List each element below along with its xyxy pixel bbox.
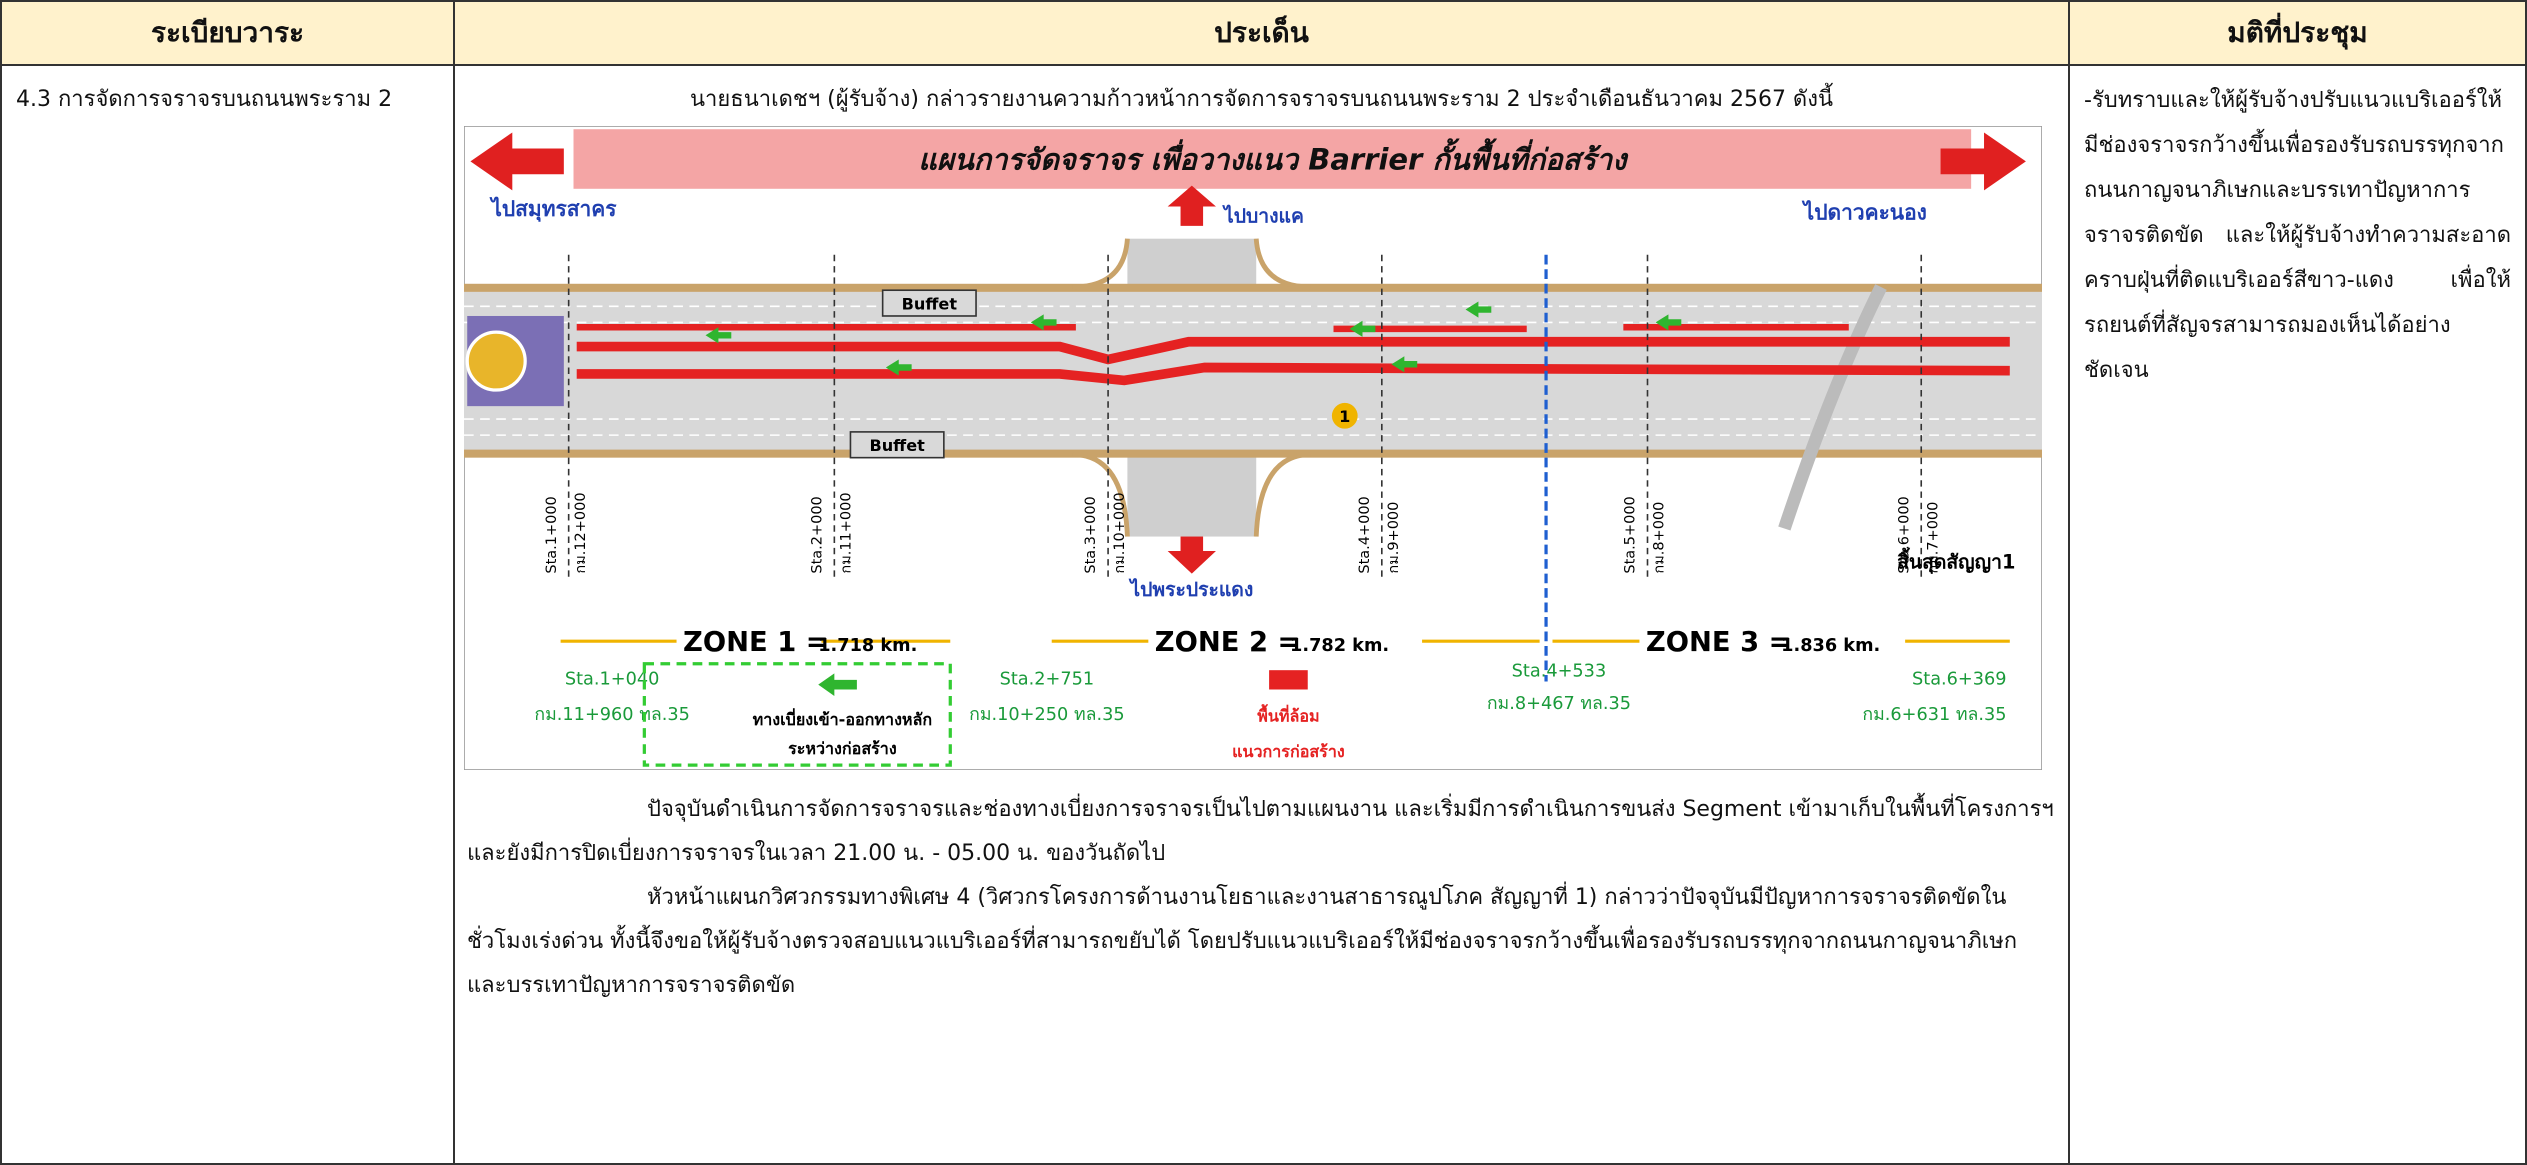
zone-length: 1.782 km. xyxy=(1290,636,1389,656)
chainage-sta: Sta.6+369 xyxy=(1912,670,2007,690)
station-label: กม.9+000 xyxy=(1386,502,1402,574)
station-label: Sta.2+000 xyxy=(809,496,825,573)
direction-label: ไปสมุทรสาคร xyxy=(489,196,617,222)
ramp xyxy=(1253,452,1312,537)
resolution-text: -รับทราบและให้ผู้รับจ้างปรับแนวแบริเออร์… xyxy=(2084,88,2511,383)
ramp xyxy=(1778,284,1887,531)
detour-arrow xyxy=(1465,301,1492,318)
chainage-km: กม.11+960 ทล.35 xyxy=(534,705,689,725)
buffet-label: Buffet xyxy=(902,295,958,314)
issue-paragraph: ปัจจุบันดำเนินการจัดการจราจรและช่องทางเบ… xyxy=(467,797,2054,866)
title-banner xyxy=(573,129,1972,189)
arrow-left xyxy=(470,132,564,191)
chainage-km: กม.6+631 ทล.35 xyxy=(1862,705,2006,725)
detour-arrow xyxy=(1030,314,1057,331)
agenda-cell: 4.3 การจัดการจราจรบนถนนพระราม 2 xyxy=(0,64,455,1165)
zone-length: 1.836 km. xyxy=(1781,636,1880,656)
zone-name: ZONE 2 = xyxy=(1155,627,1301,658)
station-label: กม.11+000 xyxy=(838,492,854,573)
arrow-down xyxy=(1167,531,1216,574)
figure-title: แผนการจัดจราจร เพื่อวางแนว Barrier กั้นพ… xyxy=(918,137,1629,176)
station-label: Sta.6+000 xyxy=(1896,496,1912,573)
station-label: กม.12+000 xyxy=(573,492,589,573)
header-resolution: มติที่ประชุม xyxy=(2227,16,2368,49)
zone-length: 1.718 km. xyxy=(818,636,917,656)
header-issue: ประเด็น xyxy=(1214,16,1309,49)
chainage-sta: Sta.4+533 xyxy=(1512,662,1607,682)
marker-circle xyxy=(1331,402,1358,429)
legend-text: ทางเบี่ยงเข้า-ออกทางหลัก xyxy=(753,708,933,729)
resolution-cell: -รับทราบและให้ผู้รับจ้างปรับแนวแบริเออร์… xyxy=(2068,64,2527,1165)
buffet-label: Buffet xyxy=(869,436,925,455)
road-edge xyxy=(464,283,2042,292)
legend-box xyxy=(642,662,952,767)
chainage-km: กม.10+250 ทล.35 xyxy=(969,705,1124,725)
direction-label: ไปพระประแดง xyxy=(1128,578,1253,601)
issue-intro: นายธนาเดชฯ (ผู้รับจ้าง) กล่าวรายงานความก… xyxy=(689,87,1833,112)
ramp xyxy=(1072,452,1130,537)
station-label: กม.7+000 xyxy=(1925,502,1941,574)
agenda-text: 4.3 การจัดการจราจรบนถนนพระราม 2 xyxy=(16,87,393,112)
station-label: กม.8+000 xyxy=(1652,502,1668,574)
zone-name: ZONE 3 = xyxy=(1646,627,1792,658)
detour-arrow xyxy=(705,327,732,344)
direction-label: ไปดาวคะนอง xyxy=(1802,199,1927,224)
issue-paragraph: หัวหน้าแผนกวิศวกรรมทางพิเศษ 4 (วิศวกรโคร… xyxy=(467,885,2018,998)
buffet-box xyxy=(881,289,977,317)
direction-label: ไปบางแค xyxy=(1222,205,1304,228)
station-label: Sta.5+000 xyxy=(1623,496,1639,573)
chainage-sta: Sta.1+040 xyxy=(565,670,660,690)
header-cell: ประเด็น xyxy=(453,0,2070,66)
road-edge xyxy=(464,449,2042,458)
header-agenda: ระเบียบวาระ xyxy=(150,16,305,49)
arrow-right xyxy=(1940,132,2026,191)
contract-end: สิ้นสุดสัญญา1 xyxy=(1897,547,2016,575)
station-label: Sta.4+000 xyxy=(1357,496,1373,573)
detour-arrow xyxy=(885,359,912,376)
station-label: กม.10+000 xyxy=(1112,492,1128,573)
marker-label: 1 xyxy=(1339,407,1350,426)
roundabout xyxy=(465,330,527,392)
legend-arrow xyxy=(818,673,857,696)
legend-text: พื้นที่ล้อม xyxy=(1257,704,1319,726)
ramp xyxy=(1072,238,1130,290)
header-cell: มติที่ประชุม xyxy=(2068,0,2527,66)
legend-text: แนวการก่อสร้าง xyxy=(1232,742,1345,761)
header-cell: ระเบียบวาระ xyxy=(0,0,455,66)
legend-text: ระหว่างก่อสร้าง xyxy=(788,739,897,758)
issue-cell: นายธนาเดชฯ (ผู้รับจ้าง) กล่าวรายงานความก… xyxy=(453,64,2070,1165)
barrier xyxy=(576,362,2010,386)
arrow-up xyxy=(1167,185,1216,226)
chainage-sta: Sta.2+751 xyxy=(1000,670,1095,690)
station-label: Sta.1+000 xyxy=(544,496,560,573)
traffic-plan-figure: แผนการจัดจราจร เพื่อวางแนว Barrier กั้นพ… xyxy=(464,126,2042,770)
ramp xyxy=(1253,238,1311,290)
chainage-km: กม.8+467 ทล.35 xyxy=(1487,694,1631,714)
detour-arrow xyxy=(1391,356,1418,373)
station-label: Sta.3+000 xyxy=(1083,496,1099,573)
zone-name: ZONE 1 = xyxy=(683,627,829,658)
legend-swatch xyxy=(1269,670,1308,690)
buffet-box xyxy=(849,431,945,459)
